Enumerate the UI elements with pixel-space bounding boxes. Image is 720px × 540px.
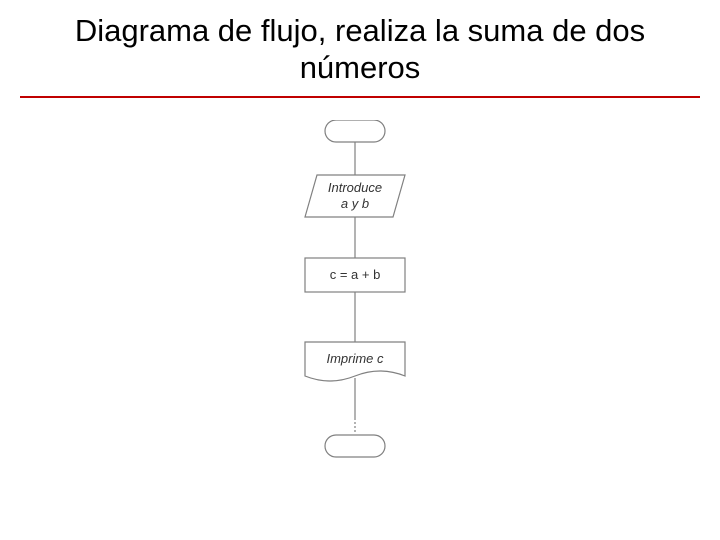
- title-line1: Diagrama de flujo, realiza la suma de do…: [75, 13, 645, 48]
- output-label: Imprime c: [326, 351, 384, 366]
- flowchart-container: Introduce a y b c = a + b Imprime c: [260, 120, 460, 520]
- process-label: c = a + b: [330, 267, 381, 282]
- slide-title: Diagrama de flujo, realiza la suma de do…: [0, 12, 720, 86]
- flowchart-svg: Introduce a y b c = a + b Imprime c: [260, 120, 460, 480]
- title-line2: números: [300, 50, 421, 85]
- input-label-line1: Introduce: [328, 180, 382, 195]
- input-label-line2: a y b: [341, 196, 369, 211]
- title-underline: [20, 96, 700, 98]
- start-node: [325, 120, 385, 142]
- end-node: [325, 435, 385, 457]
